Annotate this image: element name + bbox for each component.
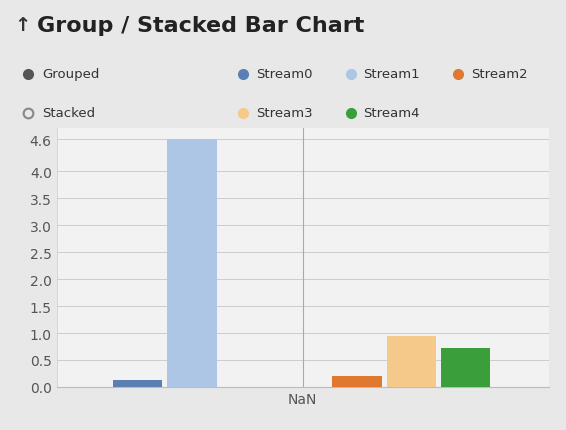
Text: Stream3: Stream3 xyxy=(256,107,312,120)
Bar xyxy=(387,336,436,387)
Text: Group / Stacked Bar Chart: Group / Stacked Bar Chart xyxy=(37,16,364,36)
Text: Stream2: Stream2 xyxy=(471,68,528,81)
Bar xyxy=(441,348,490,387)
Text: Stream1: Stream1 xyxy=(363,68,420,81)
Text: ↑: ↑ xyxy=(14,16,31,35)
Text: Stream4: Stream4 xyxy=(363,107,420,120)
Text: Stream0: Stream0 xyxy=(256,68,312,81)
Bar xyxy=(113,381,162,387)
Text: Stacked: Stacked xyxy=(42,107,96,120)
Text: Grouped: Grouped xyxy=(42,68,100,81)
Bar xyxy=(332,376,381,387)
Bar xyxy=(168,140,217,387)
